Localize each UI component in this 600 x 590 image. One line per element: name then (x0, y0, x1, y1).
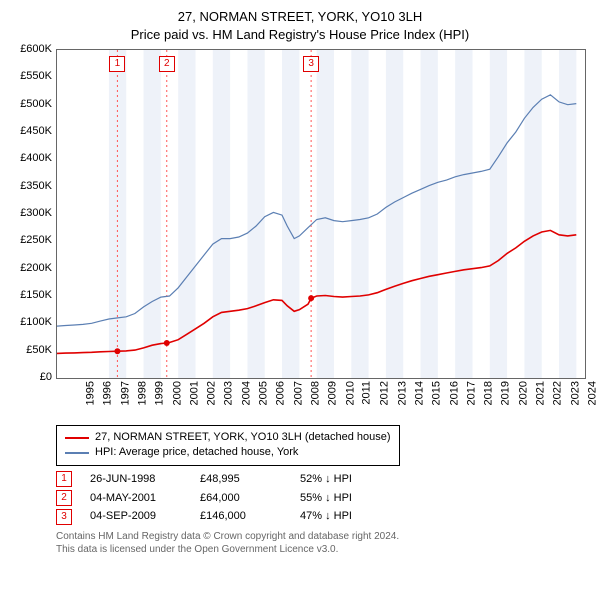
x-tick-label: 2006 (275, 381, 287, 405)
sale-marker-label: 3 (303, 56, 319, 72)
footnote-line-2: This data is licensed under the Open Gov… (56, 543, 590, 556)
marker-date: 04-MAY-2001 (90, 489, 200, 508)
legend: 27, NORMAN STREET, YORK, YO10 3LH (detac… (56, 425, 400, 466)
x-tick-label: 2007 (292, 381, 304, 405)
x-tick-label: 2009 (327, 381, 339, 405)
legend-label: HPI: Average price, detached house, York (95, 445, 298, 460)
x-tick-label: 2021 (535, 381, 547, 405)
marker-number: 3 (56, 509, 72, 525)
marker-date: 04-SEP-2009 (90, 507, 200, 526)
x-tick-label: 2018 (483, 381, 495, 405)
x-tick-label: 2000 (171, 381, 183, 405)
marker-number: 1 (56, 471, 72, 487)
marker-pct: 52% ↓ HPI (300, 470, 352, 489)
footnote-line-1: Contains HM Land Registry data © Crown c… (56, 530, 590, 543)
legend-row: HPI: Average price, detached house, York (65, 445, 391, 460)
y-tick-label: £400K (20, 152, 52, 164)
x-tick-label: 1995 (84, 381, 96, 405)
x-tick-label: 2001 (188, 381, 200, 405)
x-tick-label: 1998 (136, 381, 148, 405)
marker-pct: 47% ↓ HPI (300, 507, 352, 526)
x-tick-label: 2019 (500, 381, 512, 405)
y-tick-label: £450K (20, 125, 52, 137)
x-tick-label: 2017 (465, 381, 477, 405)
x-tick-label: 1999 (154, 381, 166, 405)
y-tick-label: £50K (26, 344, 52, 356)
chart-title: 27, NORMAN STREET, YORK, YO10 3LH Price … (10, 8, 590, 43)
title-line-2: Price paid vs. HM Land Registry's House … (10, 26, 590, 44)
marker-price: £146,000 (200, 507, 300, 526)
y-tick-label: £250K (20, 234, 52, 246)
y-tick-label: £100K (20, 316, 52, 328)
chart-area: £0 £50K £100K £150K £200K £250K £300K £350K £400… (10, 49, 590, 419)
y-tick-label: £150K (20, 289, 52, 301)
marker-date: 26-JUN-1998 (90, 470, 200, 489)
x-tick-label: 2013 (396, 381, 408, 405)
x-tick-label: 1997 (119, 381, 131, 405)
y-tick-label: £550K (20, 70, 52, 82)
x-tick-label: 2012 (379, 381, 391, 405)
x-tick-label: 2020 (517, 381, 529, 405)
y-tick-label: £0 (40, 371, 52, 383)
legend-swatch (65, 452, 89, 454)
marker-price: £48,995 (200, 470, 300, 489)
x-tick-label: 2010 (344, 381, 356, 405)
y-tick-label: £600K (20, 43, 52, 55)
y-tick-label: £350K (20, 180, 52, 192)
x-tick-label: 1996 (102, 381, 114, 405)
x-tick-label: 2016 (448, 381, 460, 405)
y-tick-label: £500K (20, 98, 52, 110)
marker-row: 2 04-MAY-2001£64,00055% ↓ HPI (56, 489, 590, 508)
title-line-1: 27, NORMAN STREET, YORK, YO10 3LH (10, 8, 590, 26)
plot-svg (57, 50, 585, 378)
x-tick-label: 2002 (206, 381, 218, 405)
sale-marker-label: 1 (109, 56, 125, 72)
x-axis-labels: 1995 1996 1997 1998 1999 2000 2001 2002 2003 2004… (56, 381, 586, 421)
x-tick-label: 2008 (310, 381, 322, 405)
plot-region: 1 2 3 (56, 49, 586, 379)
footnote: Contains HM Land Registry data © Crown c… (56, 530, 590, 556)
markers-table: 1 26-JUN-1998£48,99552% ↓ HPI 2 04-MAY-2001… (56, 470, 590, 526)
marker-price: £64,000 (200, 489, 300, 508)
x-tick-label: 2011 (361, 381, 373, 405)
y-tick-label: £300K (20, 207, 52, 219)
marker-row: 3 04-SEP-2009£146,00047% ↓ HPI (56, 507, 590, 526)
x-tick-label: 2003 (223, 381, 235, 405)
y-axis-labels: £0£50K£100K£150K£200K£250K£300K£350K£400… (10, 49, 54, 379)
legend-swatch (65, 437, 89, 439)
x-tick-label: 2023 (569, 381, 581, 405)
sale-marker-label: 2 (159, 56, 175, 72)
x-tick-label: 2015 (431, 381, 443, 405)
x-tick-label: 2005 (258, 381, 270, 405)
x-tick-label: 2022 (552, 381, 564, 405)
legend-row: 27, NORMAN STREET, YORK, YO10 3LH (detac… (65, 430, 391, 445)
x-tick-label: 2024 (587, 381, 599, 405)
marker-pct: 55% ↓ HPI (300, 489, 352, 508)
x-tick-label: 2004 (240, 381, 252, 405)
marker-row: 1 26-JUN-1998£48,99552% ↓ HPI (56, 470, 590, 489)
y-tick-label: £200K (20, 262, 52, 274)
marker-number: 2 (56, 490, 72, 506)
legend-label: 27, NORMAN STREET, YORK, YO10 3LH (detac… (95, 430, 391, 445)
x-tick-label: 2014 (413, 381, 425, 405)
